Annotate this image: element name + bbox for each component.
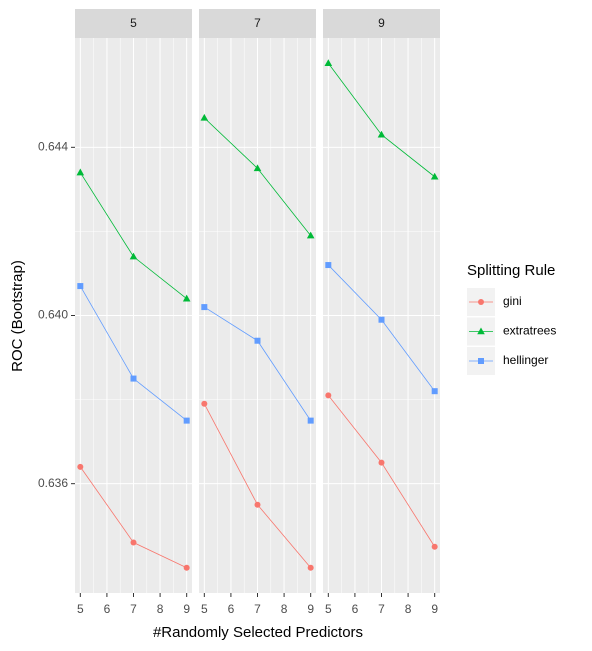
- point: [130, 539, 137, 546]
- point: [377, 130, 386, 138]
- point: [325, 392, 332, 399]
- point: [201, 400, 208, 407]
- x-tick-label: 5: [77, 602, 84, 616]
- x-tick-label: 6: [104, 602, 111, 616]
- point: [477, 327, 485, 335]
- point: [324, 59, 333, 67]
- point: [129, 252, 138, 260]
- strip-background: [323, 9, 440, 38]
- point: [478, 299, 484, 305]
- legend-label: extratrees: [503, 324, 556, 338]
- strip-background: [199, 9, 316, 38]
- x-tick-label: 9: [431, 602, 438, 616]
- point: [183, 417, 190, 424]
- point: [77, 463, 84, 470]
- point: [201, 304, 208, 311]
- strip-label: 7: [254, 16, 261, 30]
- point: [182, 294, 191, 302]
- x-tick-label: 8: [157, 602, 164, 616]
- x-tick-label: 9: [307, 602, 314, 616]
- x-tick-label: 5: [201, 602, 208, 616]
- x-tick-label: 6: [228, 602, 235, 616]
- point: [431, 543, 438, 550]
- strip-label: 9: [378, 16, 385, 30]
- point: [254, 337, 261, 344]
- point: [183, 564, 190, 571]
- point: [254, 501, 261, 508]
- x-tick-label: 9: [183, 602, 190, 616]
- y-tick-label: 0.636: [38, 476, 68, 490]
- point: [307, 564, 314, 571]
- point: [200, 113, 209, 121]
- x-tick-label: 7: [254, 602, 261, 616]
- point: [430, 172, 439, 180]
- point: [378, 316, 385, 323]
- x-tick-label: 7: [130, 602, 137, 616]
- point: [325, 262, 332, 269]
- x-tick-label: 5: [325, 602, 332, 616]
- point: [77, 283, 84, 290]
- y-axis-label: ROC (Bootstrap): [9, 260, 26, 372]
- point: [378, 459, 385, 466]
- y-tick-label: 0.640: [38, 308, 68, 322]
- x-tick-label: 7: [378, 602, 385, 616]
- point: [130, 375, 137, 382]
- legend-label: hellinger: [503, 353, 548, 367]
- legend-label: gini: [503, 294, 522, 308]
- point: [306, 231, 315, 239]
- point: [76, 168, 85, 176]
- point: [307, 417, 314, 424]
- point: [478, 358, 484, 364]
- x-tick-label: 8: [281, 602, 288, 616]
- strip-background: [75, 9, 192, 38]
- y-tick-label: 0.644: [38, 139, 68, 153]
- point: [253, 164, 262, 172]
- x-tick-label: 8: [405, 602, 412, 616]
- x-tick-label: 6: [352, 602, 359, 616]
- point: [431, 388, 438, 395]
- strip-label: 5: [130, 16, 137, 30]
- x-axis-label: #Randomly Selected Predictors: [153, 624, 363, 641]
- legend-title: Splitting Rule: [467, 262, 555, 279]
